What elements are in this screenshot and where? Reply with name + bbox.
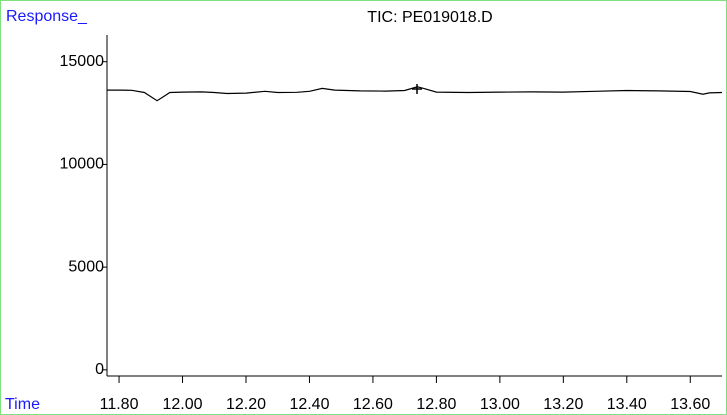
cursor-marker (412, 84, 422, 94)
x-axis-label: Time (5, 396, 40, 413)
x-tick-label: 13.00 (480, 396, 520, 413)
y-axis-label: Response_ (6, 8, 88, 25)
x-tick-label: 13.40 (607, 396, 647, 413)
y-tick-label: 0 (95, 361, 104, 378)
y-tick-label: 5000 (68, 258, 104, 275)
x-tick-label: 12.80 (416, 396, 456, 413)
y-tick-label: 15000 (60, 53, 105, 70)
x-tick-label: 12.60 (353, 396, 393, 413)
x-tick-label: 13.60 (670, 396, 710, 413)
data-line (107, 86, 723, 102)
chart-title: TIC: PE019018.D (367, 9, 492, 26)
x-tick-label: 12.20 (226, 396, 266, 413)
x-tick-label: 13.20 (543, 396, 583, 413)
x-tick-label: 12.40 (289, 396, 329, 413)
x-tick-label: 11.80 (100, 396, 139, 413)
y-tick-label: 10000 (60, 156, 105, 173)
x-tick-label: 12.00 (163, 396, 203, 413)
